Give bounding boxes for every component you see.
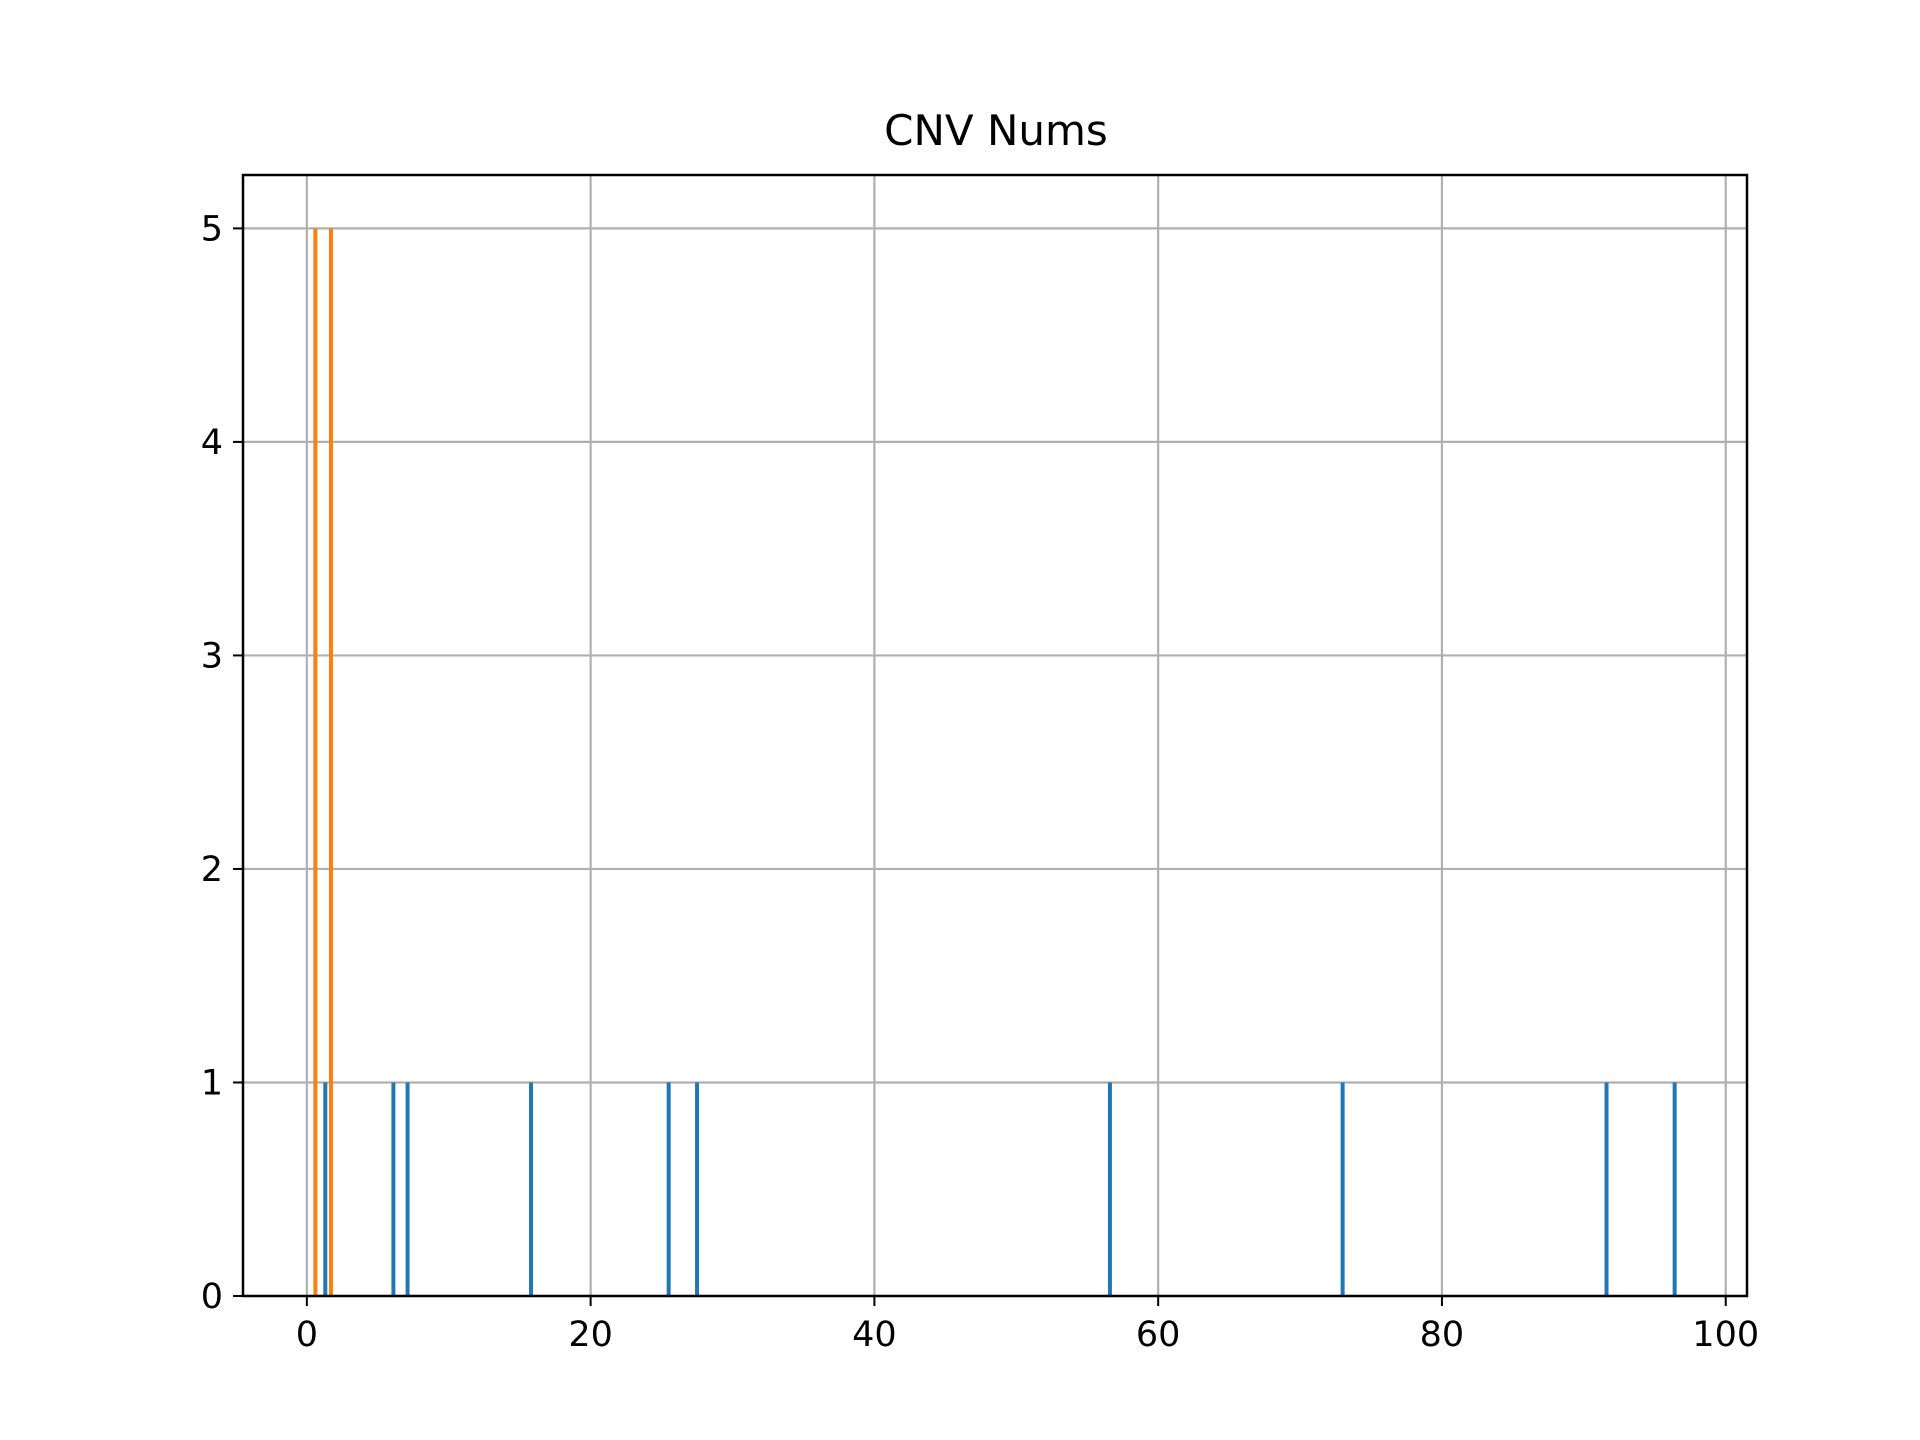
x-tick-label: 80 [1420,1315,1465,1355]
x-tick-label: 0 [296,1315,318,1355]
bar-series-1 [323,1082,328,1296]
x-tick-label: 40 [852,1315,897,1355]
x-tick-label: 20 [568,1315,613,1355]
bar-series-1 [1340,1082,1345,1296]
axes-frame [241,173,1749,1298]
bars [313,228,1677,1296]
bar-series-1 [1604,1082,1609,1296]
y-tick-label: 3 [201,636,223,676]
bar-series-1 [695,1082,700,1296]
y-tick-label: 2 [201,850,223,890]
y-tick-label: 1 [201,1063,223,1103]
y-tick-label: 5 [201,209,223,249]
x-tick-label: 100 [1692,1315,1759,1355]
bar-series-2 [328,228,333,1296]
bar-series-1 [666,1082,671,1296]
bar-series-1 [1672,1082,1677,1296]
x-axis: 0 20 40 60 80 100 [296,1296,1759,1355]
bar-series-1 [529,1082,534,1296]
bar-series-1 [1107,1082,1112,1296]
y-axis: 0 1 2 3 4 5 [201,209,243,1317]
y-tick-label: 0 [201,1277,223,1317]
bar-series-1 [391,1082,396,1296]
bar-series-2 [313,228,318,1296]
bar-series-1 [405,1082,410,1296]
x-tick-label: 60 [1136,1315,1181,1355]
y-tick-label: 4 [201,423,223,463]
chart-title: CNV Nums [884,106,1108,155]
